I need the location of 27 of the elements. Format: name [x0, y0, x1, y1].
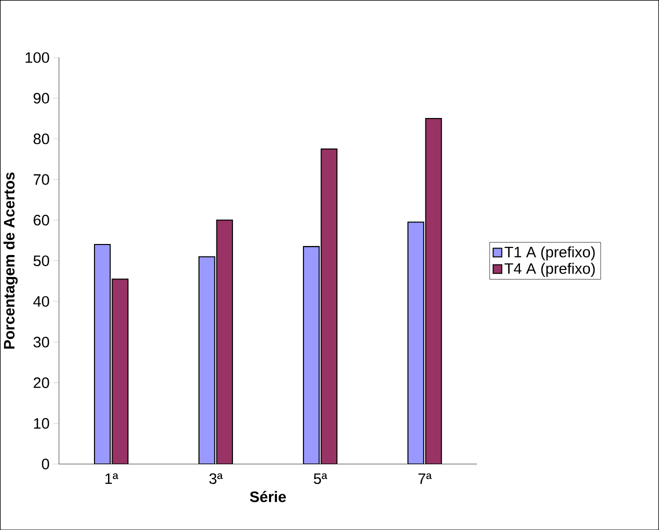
y-axis-title: Porcentagem de Acertos — [3, 172, 18, 349]
y-tick-label: 70 — [34, 174, 50, 185]
bar — [94, 244, 111, 464]
bar — [320, 148, 338, 464]
y-tick-label: 20 — [34, 377, 50, 388]
x-tick-label: 5ª — [314, 473, 328, 484]
x-axis-title: Série — [250, 490, 286, 502]
bar — [302, 246, 320, 464]
bar — [425, 118, 442, 464]
y-tick-label: 0 — [42, 458, 50, 470]
x-tick-label: 3ª — [209, 473, 223, 484]
bar — [216, 220, 233, 464]
y-tick-label: 40 — [33, 296, 50, 307]
y-tick-label: 50 — [34, 255, 50, 266]
y-tick-label: 100 — [26, 52, 50, 63]
y-tick-label: 30 — [33, 336, 50, 348]
bar — [198, 256, 216, 464]
bar — [112, 278, 128, 464]
y-tick-label: 10 — [34, 418, 50, 429]
legend-label: T4 A (prefixo) — [504, 262, 595, 277]
x-tick-label: 1ª — [105, 473, 118, 484]
bar — [407, 222, 424, 464]
x-tick-label: 7ª — [418, 473, 432, 484]
y-tick-label: 60 — [34, 214, 50, 226]
y-tick-label: 90 — [34, 92, 50, 104]
y-tick-label: 80 — [34, 133, 50, 144]
legend-label: T1 A (prefixo) — [504, 246, 595, 260]
